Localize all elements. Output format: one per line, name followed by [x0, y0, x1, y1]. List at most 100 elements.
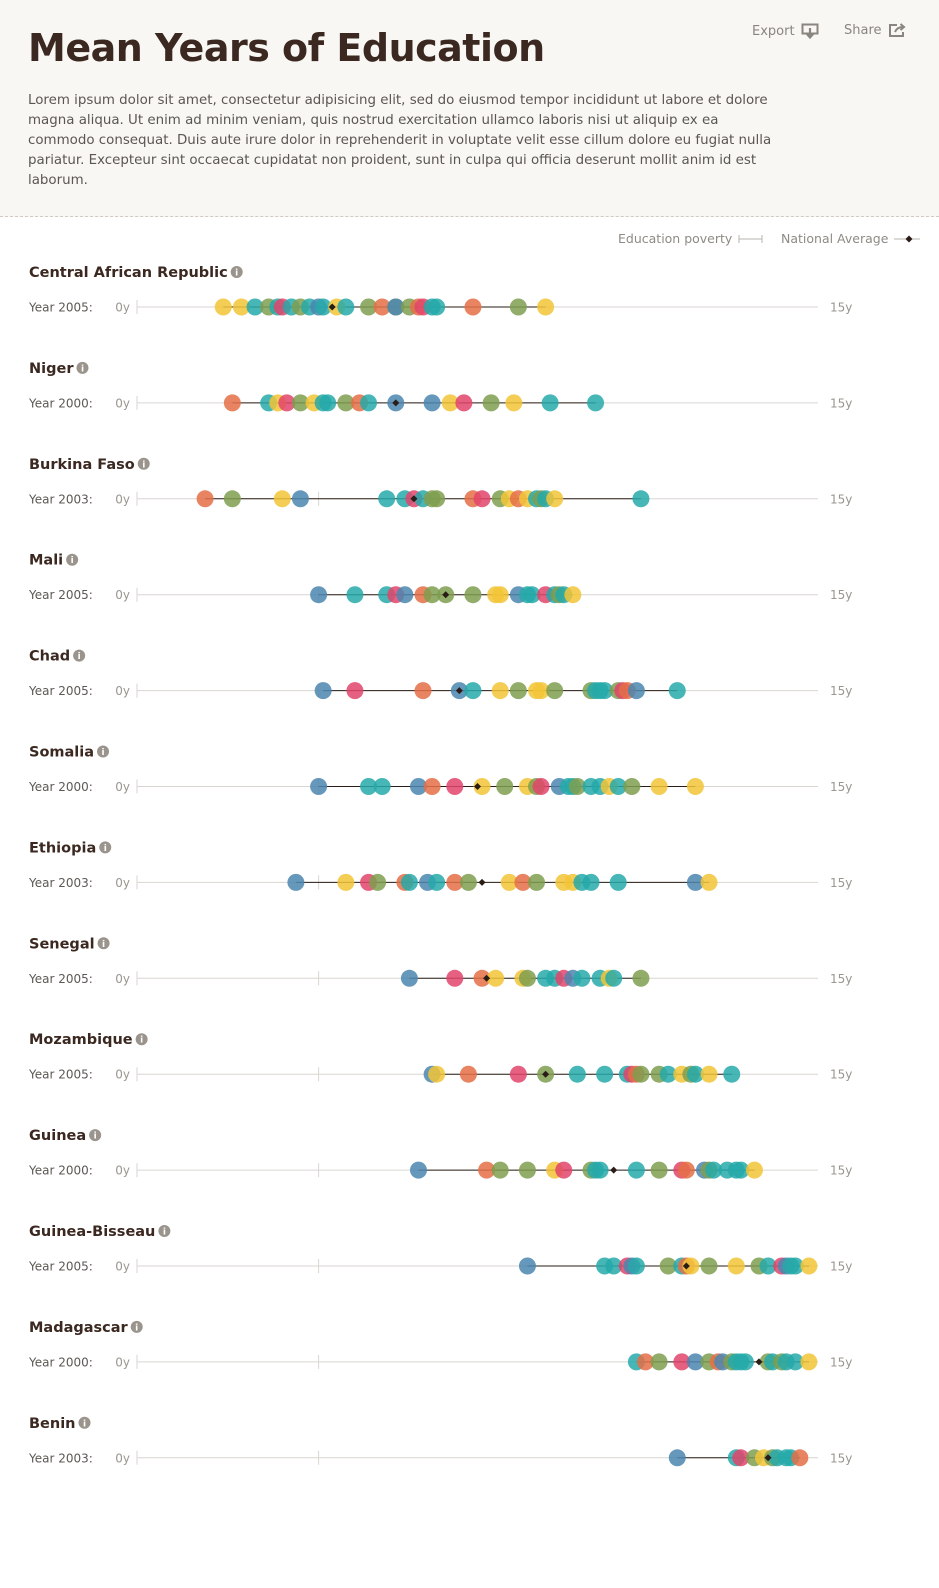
- data-point[interactable]: [509, 298, 527, 316]
- data-point[interactable]: [387, 298, 405, 316]
- data-point[interactable]: [223, 490, 241, 508]
- data-point[interactable]: [659, 1065, 677, 1083]
- data-point[interactable]: [700, 1257, 718, 1275]
- data-point[interactable]: [378, 490, 396, 508]
- data-point[interactable]: [500, 873, 518, 891]
- data-point[interactable]: [786, 1257, 804, 1275]
- data-point[interactable]: [636, 1353, 654, 1371]
- data-point[interactable]: [546, 682, 564, 700]
- data-point[interactable]: [800, 1257, 818, 1275]
- data-point[interactable]: [582, 873, 600, 891]
- data-point[interactable]: [423, 394, 441, 412]
- data-point[interactable]: [732, 1161, 750, 1179]
- data-point[interactable]: [686, 1353, 704, 1371]
- data-point[interactable]: [319, 394, 337, 412]
- data-point[interactable]: [627, 1257, 645, 1275]
- data-point[interactable]: [346, 586, 364, 604]
- data-point[interactable]: [464, 586, 482, 604]
- data-point[interactable]: [373, 298, 391, 316]
- data-point[interactable]: [428, 1065, 446, 1083]
- data-point[interactable]: [487, 969, 505, 987]
- data-point[interactable]: [632, 969, 650, 987]
- data-point[interactable]: [464, 298, 482, 316]
- data-point[interactable]: [632, 490, 650, 508]
- data-point[interactable]: [605, 1257, 623, 1275]
- data-point[interactable]: [700, 1065, 718, 1083]
- data-point[interactable]: [573, 969, 591, 987]
- data-point[interactable]: [360, 394, 378, 412]
- data-point[interactable]: [373, 778, 391, 795]
- data-point[interactable]: [682, 1257, 700, 1275]
- data-point[interactable]: [528, 873, 546, 891]
- data-point[interactable]: [278, 394, 296, 412]
- data-point[interactable]: [514, 873, 532, 891]
- info-icon[interactable]: i: [78, 1416, 91, 1430]
- data-point[interactable]: [400, 873, 418, 891]
- data-point[interactable]: [273, 490, 291, 508]
- data-point[interactable]: [455, 394, 473, 412]
- data-point[interactable]: [369, 873, 387, 891]
- data-point[interactable]: [314, 682, 332, 700]
- data-point[interactable]: [337, 298, 355, 316]
- data-point[interactable]: [459, 1065, 477, 1083]
- info-icon[interactable]: i: [76, 361, 89, 375]
- data-point[interactable]: [532, 778, 550, 795]
- data-point[interactable]: [659, 1257, 677, 1275]
- data-point[interactable]: [537, 298, 555, 316]
- data-point[interactable]: [423, 778, 441, 795]
- data-point[interactable]: [360, 778, 378, 795]
- data-point[interactable]: [482, 394, 500, 412]
- info-icon[interactable]: i: [135, 1033, 148, 1046]
- data-point[interactable]: [509, 682, 527, 700]
- data-point[interactable]: [459, 873, 477, 891]
- data-point[interactable]: [400, 969, 418, 987]
- data-point[interactable]: [423, 586, 441, 604]
- info-icon[interactable]: i: [73, 649, 86, 663]
- data-point[interactable]: [609, 778, 627, 795]
- data-point[interactable]: [478, 1161, 496, 1179]
- data-point[interactable]: [446, 778, 464, 795]
- data-point[interactable]: [246, 298, 264, 316]
- data-point[interactable]: [491, 1161, 509, 1179]
- data-point[interactable]: [337, 873, 355, 891]
- data-point[interactable]: [686, 778, 704, 795]
- data-point[interactable]: [800, 1353, 818, 1371]
- data-point[interactable]: [509, 1065, 527, 1083]
- info-icon[interactable]: i: [130, 1320, 143, 1334]
- data-point[interactable]: [337, 394, 355, 412]
- data-point[interactable]: [546, 490, 564, 508]
- data-point[interactable]: [723, 1065, 741, 1083]
- data-point[interactable]: [346, 682, 364, 700]
- data-point[interactable]: [650, 1353, 668, 1371]
- data-point[interactable]: [650, 778, 668, 795]
- data-point[interactable]: [414, 682, 432, 700]
- data-point[interactable]: [700, 873, 718, 891]
- data-point[interactable]: [518, 969, 536, 987]
- data-point[interactable]: [605, 969, 623, 987]
- data-point[interactable]: [473, 969, 491, 987]
- data-point[interactable]: [627, 1161, 645, 1179]
- data-point[interactable]: [541, 394, 559, 412]
- data-point[interactable]: [428, 873, 446, 891]
- data-point[interactable]: [287, 873, 305, 891]
- data-point[interactable]: [632, 1065, 650, 1083]
- data-point[interactable]: [759, 1257, 777, 1275]
- data-point[interactable]: [464, 682, 482, 700]
- data-point[interactable]: [310, 586, 328, 604]
- data-point[interactable]: [623, 778, 641, 795]
- info-icon[interactable]: i: [97, 745, 110, 759]
- data-point[interactable]: [555, 1161, 573, 1179]
- data-point[interactable]: [446, 873, 464, 891]
- data-point[interactable]: [587, 394, 605, 412]
- data-point[interactable]: [310, 778, 328, 795]
- data-point[interactable]: [409, 778, 427, 795]
- export-button[interactable]: Export: [752, 22, 819, 40]
- data-point[interactable]: [473, 490, 491, 508]
- share-button[interactable]: Share: [844, 22, 908, 38]
- data-point[interactable]: [360, 298, 378, 316]
- data-point[interactable]: [673, 1353, 691, 1371]
- data-point[interactable]: [596, 682, 614, 700]
- data-point[interactable]: [473, 778, 491, 795]
- data-point[interactable]: [496, 778, 514, 795]
- data-point[interactable]: [409, 1161, 427, 1179]
